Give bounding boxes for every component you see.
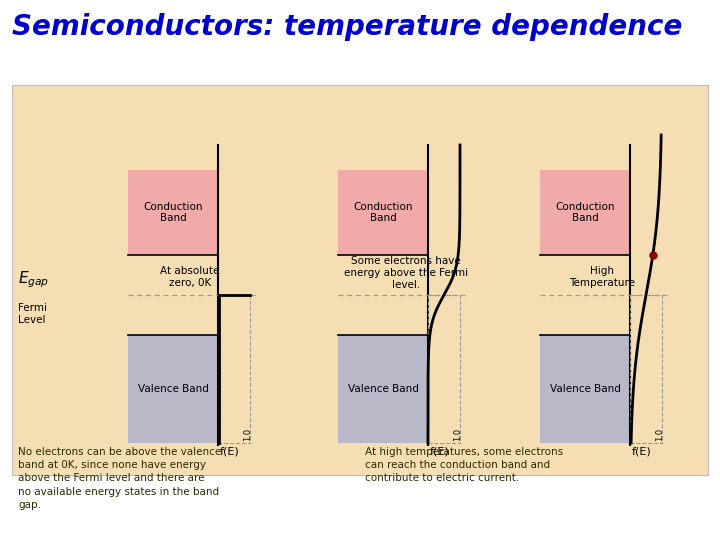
Text: Conduction
Band: Conduction Band xyxy=(555,202,615,224)
Bar xyxy=(540,335,630,443)
Bar xyxy=(540,170,630,255)
Bar xyxy=(12,85,708,475)
Text: 1.0: 1.0 xyxy=(655,428,665,441)
Bar xyxy=(128,335,218,443)
Text: At absolute
zero, 0K: At absolute zero, 0K xyxy=(161,266,220,288)
Text: Semiconductors: temperature dependence: Semiconductors: temperature dependence xyxy=(12,13,683,41)
Bar xyxy=(630,295,662,443)
Text: At high temperatures, some electrons
can reach the conduction band and
contribut: At high temperatures, some electrons can… xyxy=(365,447,563,483)
Bar xyxy=(218,295,250,443)
Text: High
Temperature: High Temperature xyxy=(569,266,635,288)
Text: Some electrons have
energy above the Fermi
level.: Some electrons have energy above the Fer… xyxy=(344,256,468,289)
Text: Valence Band: Valence Band xyxy=(549,384,621,394)
Text: 1.0: 1.0 xyxy=(454,428,462,441)
Text: f(E): f(E) xyxy=(430,447,450,457)
Text: 1.0: 1.0 xyxy=(243,428,253,441)
Bar xyxy=(128,170,218,255)
Text: Conduction
Band: Conduction Band xyxy=(354,202,413,224)
Bar xyxy=(338,335,428,443)
Text: $E_{gap}$: $E_{gap}$ xyxy=(18,269,49,291)
Text: Valence Band: Valence Band xyxy=(348,384,418,394)
Bar xyxy=(428,295,460,443)
Bar xyxy=(338,170,428,255)
Text: f(E): f(E) xyxy=(220,447,240,457)
Text: No electrons can be above the valence
band at 0K, since none have energy
above t: No electrons can be above the valence ba… xyxy=(18,447,221,510)
Text: Valence Band: Valence Band xyxy=(138,384,208,394)
Text: Fermi
Level: Fermi Level xyxy=(18,303,47,325)
Text: f(E): f(E) xyxy=(632,447,652,457)
Text: Conduction
Band: Conduction Band xyxy=(143,202,203,224)
